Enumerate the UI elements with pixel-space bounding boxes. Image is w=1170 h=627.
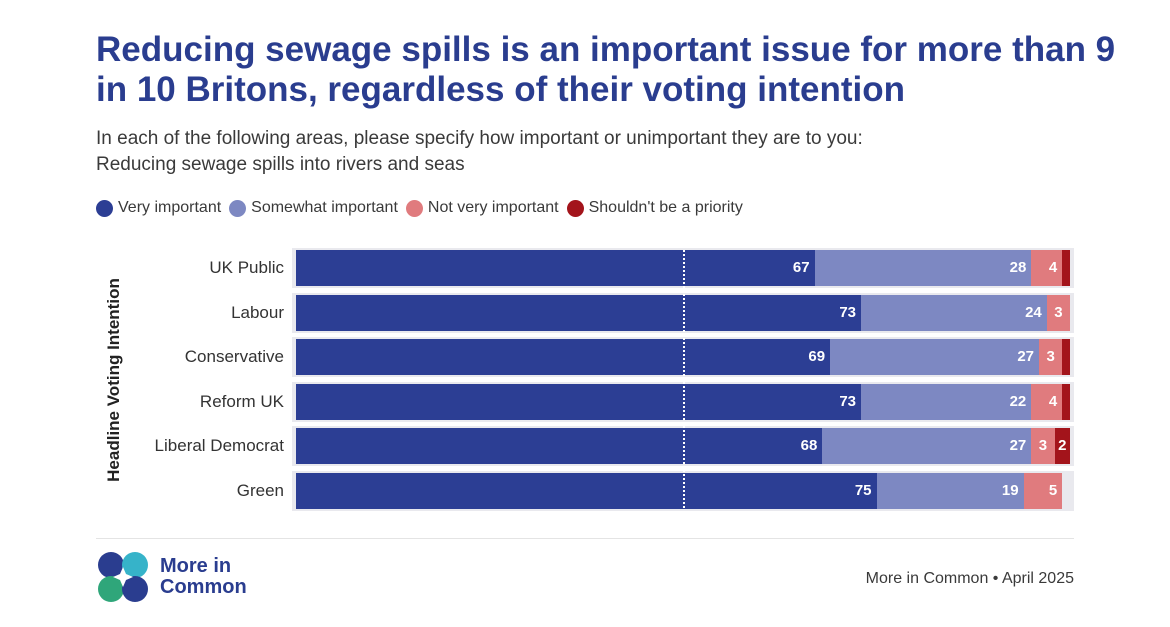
more-in-common-logo-icon: [98, 552, 148, 602]
category-label-liberal-democrat: Liberal Democrat: [154, 436, 284, 455]
category-label-uk-public: UK Public: [209, 258, 284, 277]
subtitle-line-1: In each of the following areas, please s…: [96, 128, 863, 149]
bar-segment-conservative-not-very: 3: [1039, 339, 1063, 375]
bar-segment-uk-public-not-very: 4: [1031, 250, 1063, 286]
logo-line-1: More in: [160, 555, 232, 577]
data-label: 73: [839, 303, 857, 321]
legend-item-not-very-important: Not very important: [405, 199, 559, 217]
bar-segment-reform-uk-shouldnt: [1062, 383, 1070, 420]
source-note: More in Common • April 2025: [865, 570, 1074, 587]
legend-item-very-important: Very important: [96, 199, 221, 217]
chart-subtitle: In each of the following areas, please s…: [96, 126, 1096, 178]
bar-segment-reform-uk-somewhat: 22: [861, 383, 1032, 420]
legend-label: Shouldn't be a priority: [588, 199, 743, 216]
data-label: 22: [1009, 392, 1027, 410]
chart-legend: Very important Somewhat important Not very…: [96, 197, 751, 219]
data-label: 4: [1048, 259, 1058, 276]
data-label: 24: [1025, 303, 1042, 321]
bar-segment-conservative-very: 69: [296, 339, 831, 375]
subtitle-line-2: Reducing sewage spills into rivers and s…: [96, 154, 465, 175]
bar-segment-conservative-shouldnt: [1062, 339, 1070, 375]
data-label: 73: [839, 392, 857, 410]
legend-label: Somewhat important: [251, 199, 398, 216]
legend-label: Very important: [118, 199, 222, 216]
chart-title: Reducing sewage spills is an important i…: [96, 30, 1116, 109]
bar-segment-reform-uk-very: 73: [296, 383, 862, 420]
bar-segment-uk-public-very: 67: [296, 250, 815, 286]
data-label: 67: [792, 259, 810, 276]
bar-segment-reform-uk-not-very: 4: [1031, 383, 1063, 420]
legend-swatch: [405, 199, 423, 217]
bar-segment-green-somewhat: 19: [876, 472, 1024, 509]
category-label-reform-uk: Reform UK: [199, 391, 284, 411]
data-label: 3: [1038, 437, 1048, 454]
legend-swatch: [566, 199, 584, 217]
bar-segment-uk-public-shouldnt: [1062, 250, 1070, 286]
logo-line-2: Common: [160, 576, 247, 598]
legend-swatch: [96, 199, 113, 217]
data-label: 3: [1046, 348, 1055, 365]
data-label: 27: [1009, 437, 1027, 454]
legend-item-shouldn-t-be-a-priority: Shouldn't be a priority: [566, 199, 743, 217]
legend-swatch: [229, 199, 247, 217]
category-label-labour: Labour: [231, 302, 284, 322]
data-label: 28: [1009, 259, 1027, 276]
bar-segment-liberal-democrat-not-very: 3: [1031, 428, 1055, 464]
legend-label: Not very important: [427, 199, 559, 216]
data-label: 4: [1048, 392, 1058, 410]
legend-item-somewhat-important: Somewhat important: [229, 199, 398, 217]
data-label: 75: [854, 481, 872, 499]
data-label: 69: [808, 348, 826, 365]
bar-segment-liberal-democrat-shouldnt: 2: [1054, 428, 1070, 464]
bar-segment-conservative-somewhat: 27: [830, 339, 1040, 375]
data-label: 19: [1001, 481, 1019, 499]
bar-segment-labour-not-very: 3: [1046, 294, 1070, 331]
data-label: 2: [1058, 437, 1067, 454]
bar-segment-liberal-democrat-somewhat: 27: [822, 428, 1032, 464]
bar-segment-uk-public-somewhat: 28: [814, 250, 1032, 286]
bar-segment-labour-somewhat: 24: [861, 294, 1047, 331]
category-label-conservative: Conservative: [184, 347, 284, 366]
footer-divider: [96, 538, 1074, 539]
y-axis-title: Headline Voting Intention: [104, 278, 123, 482]
data-label: 5: [1048, 481, 1058, 499]
data-label: 27: [1017, 348, 1035, 365]
midpoint-reference-line: [683, 250, 685, 508]
data-label: 68: [800, 437, 818, 454]
bar-segment-liberal-democrat-very: 68: [296, 428, 823, 464]
data-label: 3: [1054, 303, 1063, 321]
bar-segment-green-not-very: 5: [1023, 472, 1063, 509]
bar-segment-green-very: 75: [296, 472, 877, 509]
bar-segment-labour-very: 73: [296, 294, 862, 331]
category-label-green: Green: [236, 480, 284, 500]
logo-wordmark: More in Common: [160, 556, 247, 598]
